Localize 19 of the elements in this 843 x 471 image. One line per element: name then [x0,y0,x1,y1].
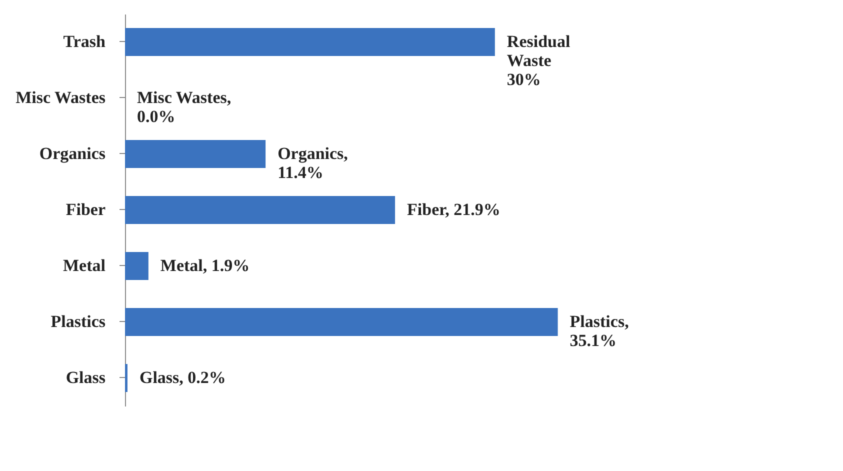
data-label: Residual Waste 30% [506,32,570,89]
bar [125,140,266,168]
bar [125,308,558,336]
y-tick-label: Fiber [66,200,106,219]
y-tick-label: Trash [63,32,106,51]
y-tick-label: Metal [63,256,106,275]
y-tick-label: Misc Wastes [16,88,106,107]
y-tick-label: Plastics [50,312,106,331]
data-label: Misc Wastes, 0.0% [137,88,232,126]
bar [125,28,495,56]
bar [125,252,148,280]
data-label: Glass, 0.2% [139,368,226,387]
data-label: Fiber, 21.9% [407,200,500,219]
data-label: Plastics, 35.1% [570,312,629,350]
y-tick-label: Organics [39,144,106,163]
data-label: Metal, 1.9% [160,256,250,275]
y-tick-label: Glass [66,368,106,387]
bar [125,196,396,224]
data-label: Organics, 11.4% [278,144,348,182]
